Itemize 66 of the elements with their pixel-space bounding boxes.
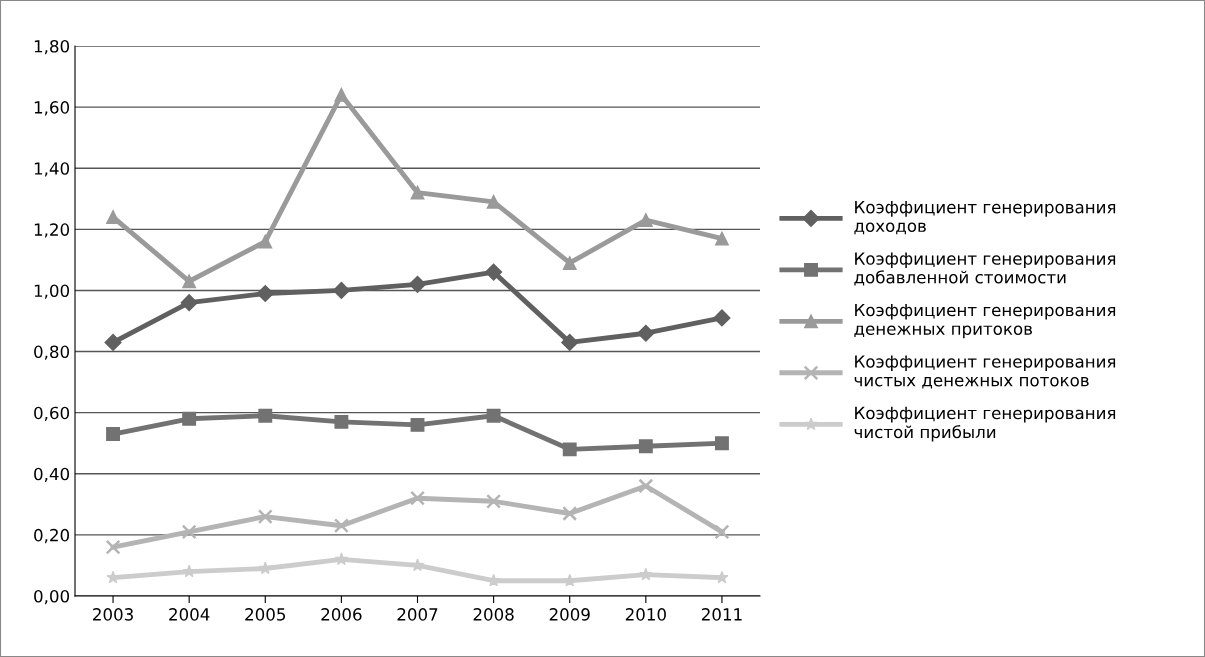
point: [638, 439, 653, 454]
point: [714, 231, 729, 246]
point: [715, 570, 729, 584]
x-tick-label: 2008: [473, 608, 514, 621]
point: [714, 436, 729, 451]
y-tick-label: 1,80: [34, 39, 70, 55]
y-tick-label: 1,40: [34, 162, 70, 177]
x-tick-label: 2005: [245, 608, 286, 621]
legend-label: Коэффициент генерирования доходов: [854, 201, 1116, 235]
point: [105, 539, 121, 555]
legend-label: Коэффициент генерирования чистой прибыли: [854, 406, 1116, 442]
legend-label: Коэффициент генерирования денежных притоков: [854, 303, 1116, 339]
x-tick-label: 2007: [397, 608, 438, 621]
point: [562, 255, 577, 270]
legend-label: Коэффициент генерирования чистых денежных потоков: [854, 355, 1116, 389]
point: [256, 284, 274, 303]
y-tick-label: 0,60: [34, 406, 70, 421]
y-tick-label: 0,40: [34, 467, 70, 483]
point: [713, 309, 731, 327]
y-tick-label: 0,80: [34, 345, 70, 360]
point: [257, 509, 273, 525]
point: [182, 564, 196, 578]
point: [180, 294, 198, 312]
x-tick-label: 2006: [321, 608, 362, 621]
x-tick-label: 2010: [625, 608, 666, 621]
x-tick-label: 2011: [701, 608, 742, 621]
point: [410, 490, 425, 506]
legend-label: Коэффициент генерирования добавленной стоимости: [854, 252, 1116, 286]
point: [637, 324, 655, 342]
point: [714, 524, 730, 540]
point: [485, 263, 503, 281]
point: [333, 518, 349, 534]
point: [486, 408, 501, 423]
point: [638, 213, 653, 228]
x-tick-label: 2003: [93, 608, 133, 621]
point: [332, 281, 350, 299]
point: [106, 570, 120, 584]
point: [639, 567, 653, 581]
y-tick-label: 1,00: [34, 284, 70, 299]
point: [561, 333, 579, 351]
x-tick-label: 2004: [169, 608, 210, 621]
point: [562, 442, 577, 457]
point: [334, 414, 349, 429]
y-tick-label: 0,00: [34, 589, 70, 605]
point: [104, 333, 122, 351]
point: [410, 558, 425, 572]
point: [258, 408, 273, 423]
point: [181, 524, 197, 540]
y-tick-label: 0,20: [34, 528, 70, 544]
y-tick-label: 1,20: [34, 223, 70, 238]
point: [410, 185, 425, 200]
point: [408, 275, 427, 293]
point: [258, 561, 272, 575]
x-tick-label: 2009: [549, 608, 590, 621]
point: [258, 234, 273, 249]
point: [334, 552, 349, 566]
point: [182, 274, 197, 289]
point: [486, 493, 502, 509]
point: [182, 411, 197, 426]
point: [562, 506, 578, 521]
point: [486, 194, 501, 209]
point: [638, 478, 654, 494]
point: [106, 427, 121, 442]
point: [334, 87, 349, 102]
y-tick-label: 1,60: [34, 101, 70, 116]
point: [410, 417, 425, 432]
